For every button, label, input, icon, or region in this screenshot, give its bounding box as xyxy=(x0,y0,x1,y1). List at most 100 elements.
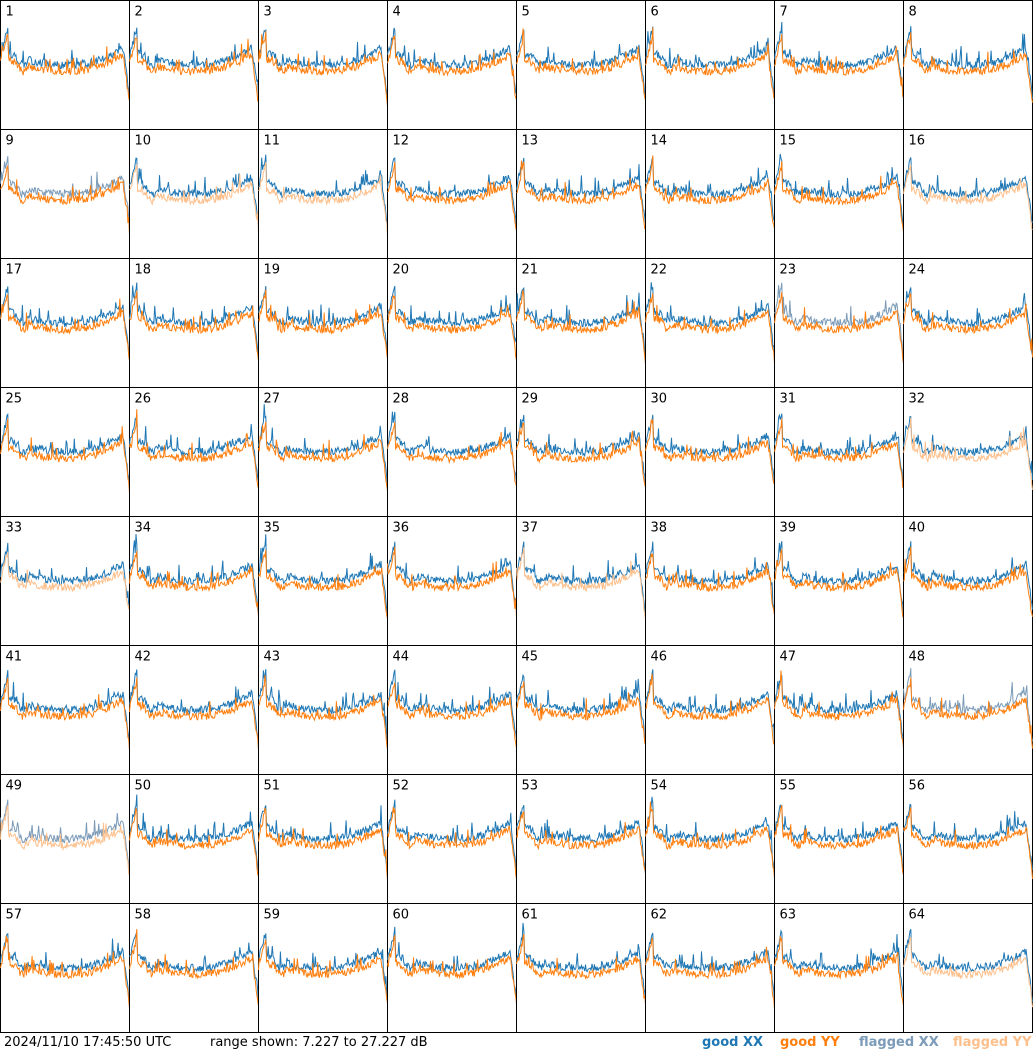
panel-38: 38 xyxy=(645,516,775,646)
trace-good-xx xyxy=(645,156,775,222)
trace-flagged-xx xyxy=(774,282,904,359)
trace-good-yy xyxy=(774,936,904,1006)
trace-good-yy xyxy=(645,27,775,99)
panel-56: 56 xyxy=(903,774,1033,904)
panel-label: 13 xyxy=(522,134,539,149)
trace-good-yy xyxy=(645,155,775,229)
trace-good-xx xyxy=(129,534,259,614)
trace-flagged-xx xyxy=(0,799,130,874)
panel-2: 2 xyxy=(129,0,259,130)
panel-27: 27 xyxy=(258,387,388,517)
trace-good-yy xyxy=(0,33,130,101)
panel-8: 8 xyxy=(903,0,1033,130)
panel-label: 5 xyxy=(522,5,530,20)
panel-frame xyxy=(387,129,517,259)
panel-label: 42 xyxy=(135,650,152,665)
trace-good-xx xyxy=(774,804,904,870)
panel-53: 53 xyxy=(516,774,646,904)
panel-label: 15 xyxy=(780,134,797,149)
panel-label: 45 xyxy=(522,650,539,665)
panel-label: 8 xyxy=(909,5,917,20)
trace-good-yy xyxy=(774,292,904,364)
trace-good-xx xyxy=(774,21,904,97)
panel-frame xyxy=(258,129,388,259)
panel-40: 40 xyxy=(903,516,1033,646)
panel-label: 62 xyxy=(651,908,668,923)
panel-label: 28 xyxy=(393,392,410,407)
panel-label: 27 xyxy=(264,392,281,407)
panel-54: 54 xyxy=(645,774,775,904)
panel-frame xyxy=(645,387,775,517)
panel-7: 7 xyxy=(774,0,904,130)
trace-good-xx xyxy=(516,674,646,744)
trace-good-xx xyxy=(387,669,517,739)
trace-flagged-xx xyxy=(903,668,1033,742)
panel-26: 26 xyxy=(129,387,259,517)
panel-label: 11 xyxy=(264,134,281,149)
legend-good-yy: good YY xyxy=(780,1035,840,1050)
trace-good-xx xyxy=(129,157,259,228)
trace-good-yy xyxy=(0,677,130,751)
trace-good-yy xyxy=(516,160,646,230)
panel-label: 19 xyxy=(264,263,281,278)
trace-good-yy xyxy=(0,935,130,1009)
panel-frame xyxy=(645,258,775,388)
trace-flagged-xx xyxy=(0,156,130,223)
panel-label: 37 xyxy=(522,521,539,536)
trace-good-yy xyxy=(387,546,517,618)
panel-label: 49 xyxy=(6,779,23,794)
trace-good-yy xyxy=(258,939,388,1004)
panel-label: 17 xyxy=(6,263,23,278)
panel-60: 60 xyxy=(387,903,517,1033)
trace-good-xx xyxy=(0,542,130,610)
trace-good-yy xyxy=(129,928,259,1006)
trace-good-yy xyxy=(774,418,904,489)
trace-good-yy xyxy=(129,37,259,103)
panel-label: 58 xyxy=(135,908,152,923)
trace-good-yy xyxy=(387,294,517,361)
panel-frame xyxy=(903,129,1033,259)
panel-label: 63 xyxy=(780,908,797,923)
panel-label: 26 xyxy=(135,392,152,407)
panel-frame xyxy=(903,903,1033,1033)
panel-label: 51 xyxy=(264,779,281,794)
trace-good-xx xyxy=(258,669,388,745)
panel-frame xyxy=(774,516,904,646)
panel-label: 12 xyxy=(393,134,410,149)
trace-good-yy xyxy=(129,290,259,362)
trace-good-xx xyxy=(129,414,259,482)
legend-good-xx: good XX xyxy=(702,1035,764,1050)
trace-good-yy xyxy=(129,409,259,489)
panel-58: 58 xyxy=(129,903,259,1033)
trace-good-yy xyxy=(0,418,130,494)
panel-frame xyxy=(774,129,904,259)
trace-good-yy xyxy=(129,551,259,618)
trace-good-xx xyxy=(903,157,1033,224)
trace-good-yy xyxy=(645,673,775,745)
panel-43: 43 xyxy=(258,645,388,775)
panel-label: 9 xyxy=(6,134,14,149)
legend-flagged-yy: flagged YY xyxy=(953,1035,1032,1050)
panel-label: 31 xyxy=(780,392,797,407)
trace-flagged-yy xyxy=(903,417,1033,490)
panel-label: 34 xyxy=(135,521,152,536)
trace-good-xx xyxy=(129,669,259,742)
trace-good-xx xyxy=(387,157,517,230)
panel-label: 32 xyxy=(909,392,926,407)
panel-label: 59 xyxy=(264,908,281,923)
trace-good-yy xyxy=(258,421,388,492)
trace-flagged-yy xyxy=(0,552,130,610)
trace-good-xx xyxy=(516,157,646,224)
panel-22: 22 xyxy=(645,258,775,388)
trace-good-yy xyxy=(516,811,646,871)
legend-flagged-xx: flagged XX xyxy=(859,1035,939,1050)
trace-good-xx xyxy=(258,28,388,98)
trace-good-yy xyxy=(258,31,388,107)
trace-good-yy xyxy=(516,422,646,488)
panel-59: 59 xyxy=(258,903,388,1033)
trace-good-yy xyxy=(0,165,130,236)
trace-good-yy xyxy=(516,28,646,101)
panel-33: 33 xyxy=(0,516,130,646)
panel-10: 10 xyxy=(129,129,259,259)
